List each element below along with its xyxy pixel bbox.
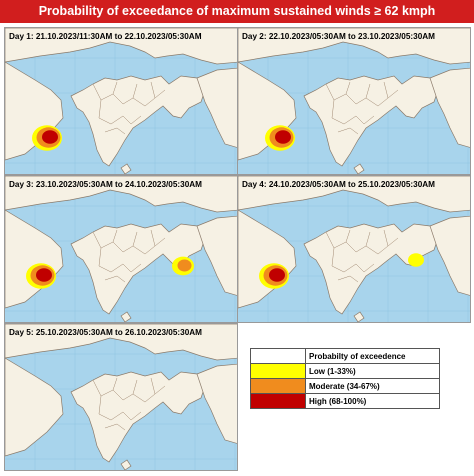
day-5-label: Day 5: 25.10.2023/05:30AM to 26.10.2023/… [9, 328, 202, 337]
state-boundary [345, 81, 389, 99]
day-1-map [5, 28, 237, 174]
day-3-map [5, 176, 237, 322]
legend-swatch-high [250, 393, 306, 409]
state-boundary [98, 99, 142, 125]
state-boundary [104, 127, 126, 135]
day-1-label: Day 1: 21.10.2023/11:30AM to 22.10.2023/… [9, 32, 202, 41]
day-2-map-panel: Day 2: 22.10.2023/05:30AM to 23.10.2023/… [237, 27, 471, 175]
landmass [238, 61, 297, 161]
bay-of-bengal-probability-contour [408, 253, 424, 267]
day-2-label: Day 2: 22.10.2023/05:30AM to 23.10.2023/… [242, 32, 435, 41]
landmass [120, 459, 132, 470]
bay-of-bengal-probability-contour [177, 259, 192, 272]
landmass [353, 163, 365, 174]
landmass [429, 215, 470, 296]
state-boundary [112, 81, 156, 99]
legend-label-moderate: Moderate (34-67%) [305, 378, 440, 394]
landmass [5, 357, 64, 457]
landmass [196, 215, 237, 296]
landmass [429, 67, 470, 148]
landmass [5, 61, 64, 161]
state-boundary [112, 377, 156, 395]
state-boundary [331, 247, 375, 273]
landmass [238, 209, 297, 309]
landmass [238, 28, 470, 65]
landmass [5, 28, 237, 65]
landmass [120, 163, 132, 174]
arabian-sea-probability-contour [36, 268, 52, 282]
probability-legend: Probabilty of exceedence Low (1-33%) Mod… [250, 348, 440, 409]
legend-swatch-moderate [250, 378, 306, 394]
state-boundary [325, 83, 399, 107]
state-boundary [325, 231, 399, 255]
landmass [120, 311, 132, 322]
state-boundary [98, 247, 142, 273]
arabian-sea-probability-contour [275, 130, 291, 144]
state-boundary [104, 423, 126, 431]
state-boundary [104, 275, 126, 283]
state-boundary [92, 83, 166, 107]
landmass [196, 67, 237, 148]
day-3-map-panel: Day 3: 23.10.2023/05:30AM to 24.10.2023/… [4, 175, 238, 323]
state-boundary [92, 231, 166, 255]
legend-header-row: Probabilty of exceedence [250, 348, 440, 364]
legend-label-low: Low (1-33%) [305, 363, 440, 379]
legend-row: Moderate (34-67%) [250, 378, 440, 394]
legend-row: High (68-100%) [250, 393, 440, 409]
landmass [196, 363, 237, 444]
day-4-label: Day 4: 24.10.2023/05:30AM to 25.10.2023/… [242, 180, 435, 189]
day-1-map-panel: Day 1: 21.10.2023/11:30AM to 22.10.2023/… [4, 27, 238, 175]
day-5-map-panel: Day 5: 25.10.2023/05:30AM to 26.10.2023/… [4, 323, 238, 471]
legend-header: Probabilty of exceedence [305, 348, 440, 364]
day-4-map [238, 176, 470, 322]
landmass [238, 176, 470, 213]
day-4-map-panel: Day 4: 24.10.2023/05:30AM to 25.10.2023/… [237, 175, 471, 323]
legend-swatch-low [250, 363, 306, 379]
state-boundary [337, 275, 359, 283]
landmass [5, 209, 64, 309]
legend-label-high: High (68-100%) [305, 393, 440, 409]
landmass [353, 311, 365, 322]
state-boundary [98, 395, 142, 421]
state-boundary [337, 127, 359, 135]
landmass [5, 176, 237, 213]
state-boundary [92, 379, 166, 403]
figure-title: Probability of exceedance of maximum sus… [0, 0, 474, 23]
arabian-sea-probability-contour [42, 130, 58, 144]
day-2-map [238, 28, 470, 174]
arabian-sea-probability-contour [269, 268, 285, 282]
landmass [5, 324, 237, 361]
day-3-label: Day 3: 23.10.2023/05:30AM to 24.10.2023/… [9, 180, 202, 189]
state-boundary [345, 229, 389, 247]
legend-row: Low (1-33%) [250, 363, 440, 379]
state-boundary [331, 99, 375, 125]
state-boundary [112, 229, 156, 247]
legend-header-swatch [250, 348, 306, 364]
day-5-map [5, 324, 237, 470]
